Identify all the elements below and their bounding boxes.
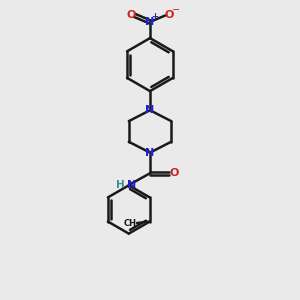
Text: N: N: [146, 105, 154, 115]
Text: N: N: [146, 148, 154, 158]
Text: H: H: [116, 180, 125, 190]
Text: +: +: [152, 12, 158, 21]
Text: O: O: [164, 11, 174, 20]
Text: N: N: [146, 17, 154, 27]
Text: O: O: [170, 168, 179, 178]
Text: CH₃: CH₃: [124, 218, 140, 227]
Text: −: −: [172, 5, 180, 15]
Text: N: N: [127, 180, 136, 190]
Text: O: O: [126, 11, 136, 20]
